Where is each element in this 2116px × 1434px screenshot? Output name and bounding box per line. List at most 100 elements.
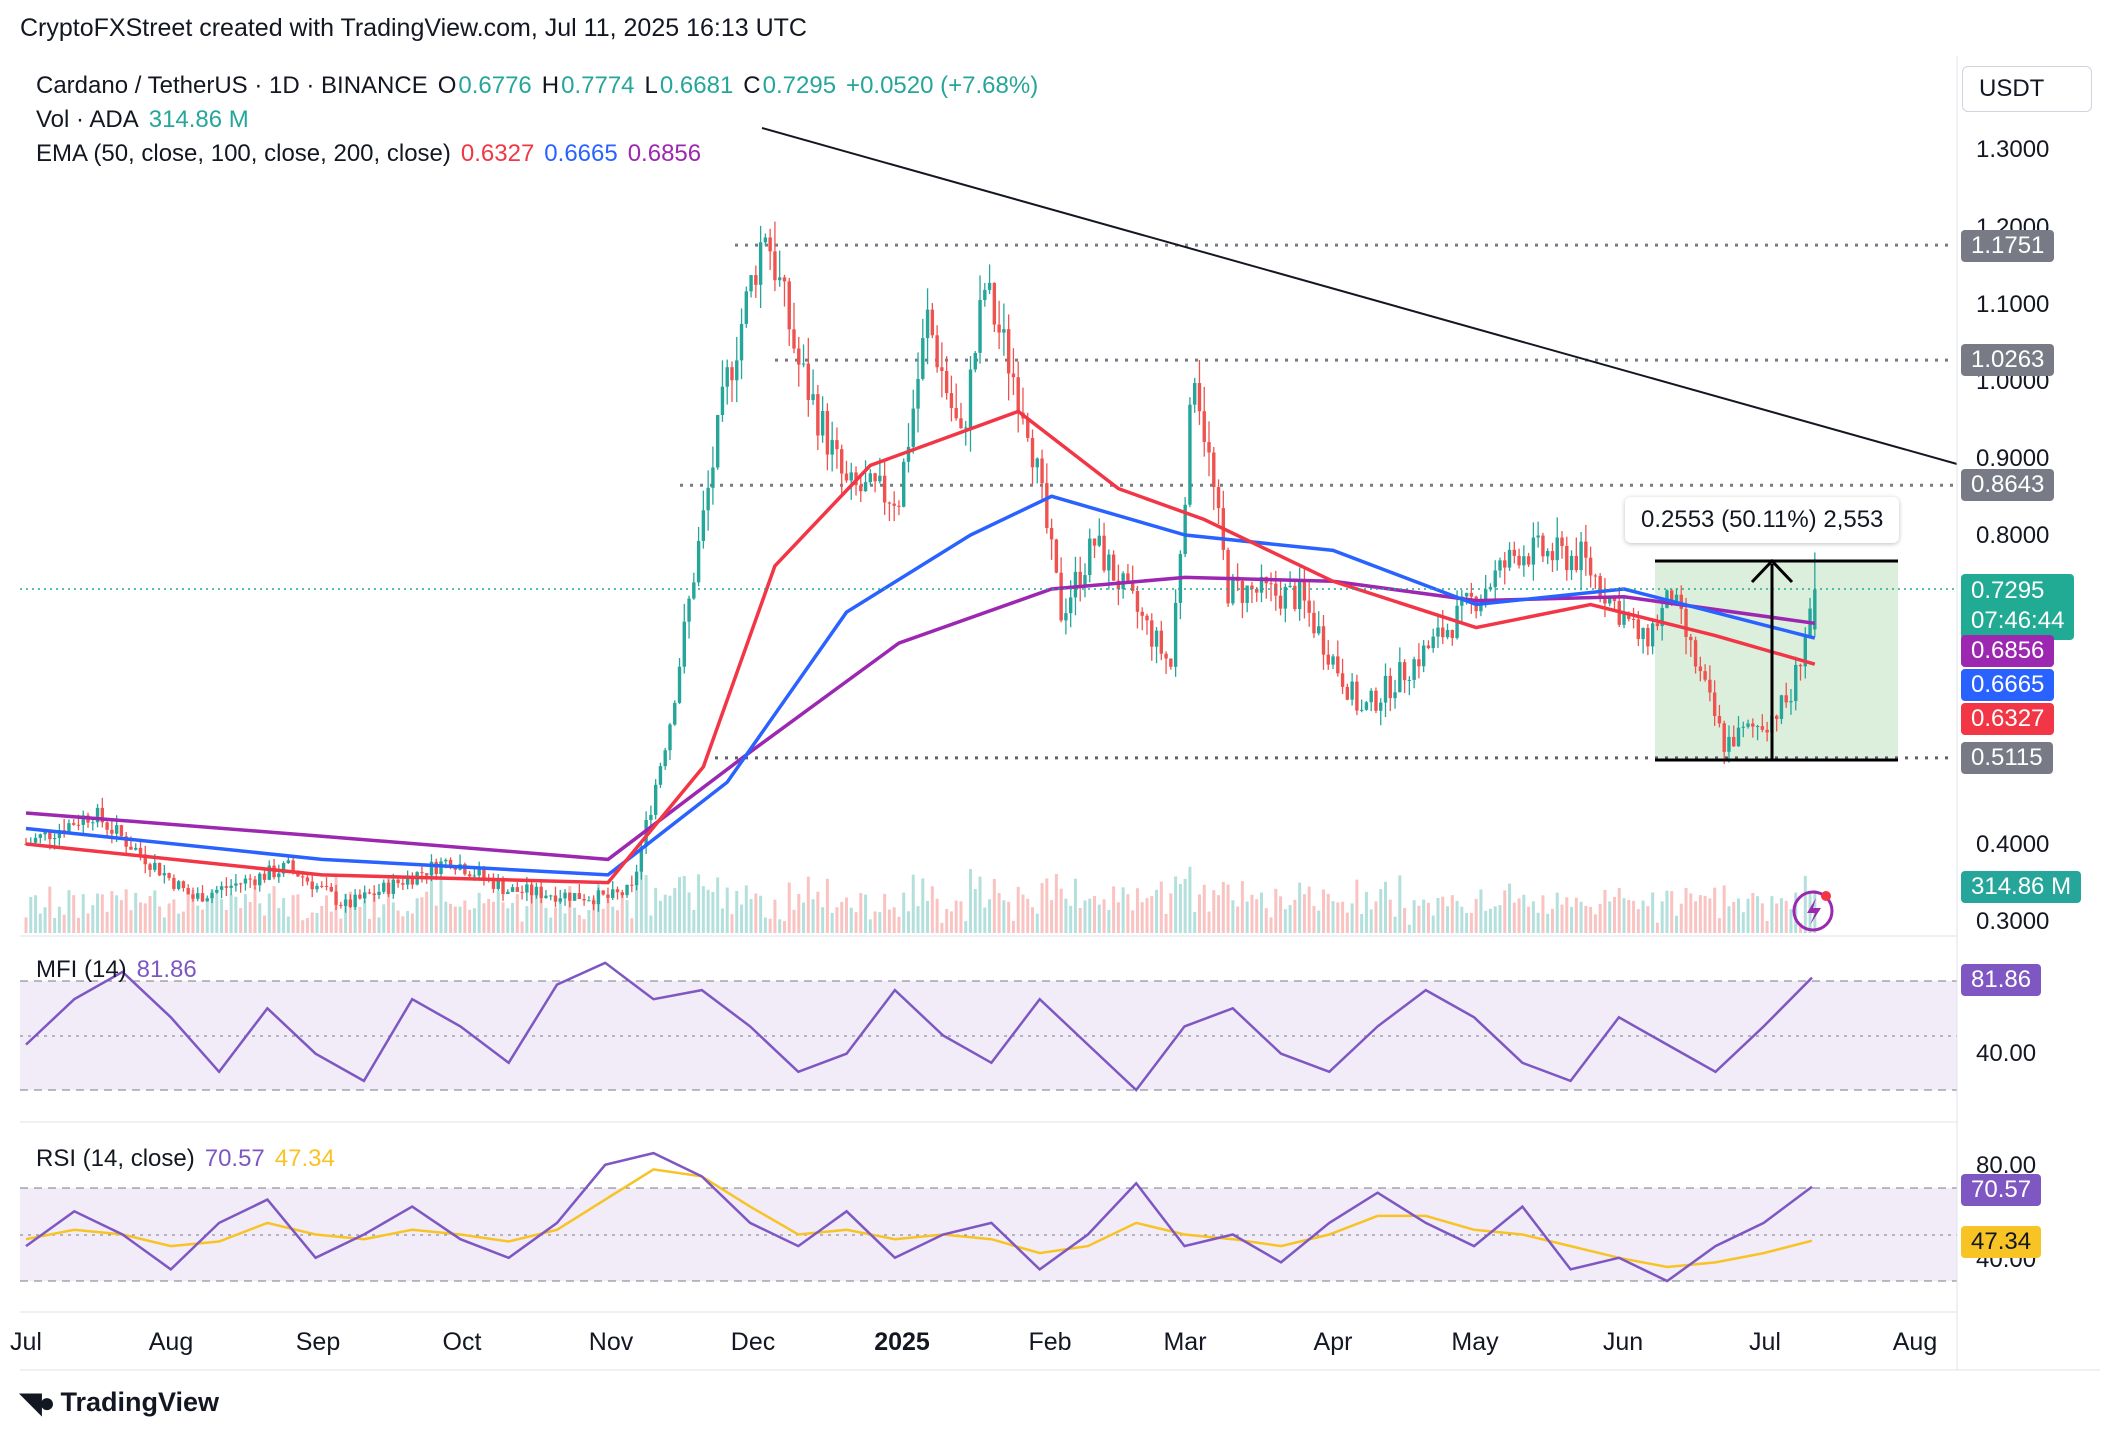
- volume-bar: [644, 875, 648, 933]
- candle-body: [859, 485, 863, 492]
- candle-body: [424, 873, 429, 876]
- volume-bar: [906, 911, 910, 933]
- candle-body: [1622, 613, 1626, 625]
- high-label: H: [541, 72, 560, 99]
- volume-bar: [1589, 906, 1593, 933]
- volume-bar: [1531, 901, 1535, 933]
- volume-bar: [1393, 916, 1397, 933]
- volume-legend[interactable]: Vol · ADA 314.86 M: [36, 106, 259, 134]
- volume-bar: [320, 905, 324, 933]
- candle-body: [820, 411, 825, 436]
- volume-bar: [1789, 909, 1793, 933]
- volume-bar: [310, 912, 314, 933]
- volume-bar: [263, 915, 267, 933]
- volume-bar: [563, 913, 567, 933]
- volume-bar: [940, 922, 944, 933]
- volume-bar: [258, 903, 262, 933]
- candle-body: [453, 867, 458, 870]
- candle-body: [792, 329, 796, 349]
- volume-bar: [1632, 900, 1636, 933]
- volume-bar: [1279, 896, 1283, 933]
- candle-body: [782, 277, 787, 282]
- candle-body: [286, 860, 291, 864]
- volume-bar: [491, 901, 495, 933]
- candle-body: [119, 825, 124, 837]
- candle-body: [439, 861, 443, 875]
- candle-body: [1283, 587, 1288, 609]
- price-pane[interactable]: [20, 56, 1957, 936]
- volume-bar: [697, 874, 701, 933]
- volume-bar: [844, 897, 848, 933]
- candle-body: [448, 859, 453, 868]
- volume-bar: [1665, 890, 1669, 933]
- candle-body: [634, 871, 639, 886]
- volume-bar: [1593, 914, 1597, 933]
- volume-bar: [162, 917, 166, 933]
- candle-body: [577, 893, 582, 899]
- volume-bar: [429, 878, 433, 933]
- volume-bar: [740, 904, 744, 933]
- candle-body: [243, 878, 248, 884]
- volume-bar: [129, 910, 133, 933]
- volume-bar: [1398, 875, 1402, 933]
- volume-bar: [868, 919, 872, 933]
- time-tick: Sep: [295, 1328, 341, 1356]
- volume-bar: [286, 916, 290, 933]
- volume-bar: [296, 894, 300, 933]
- volume-bar: [935, 898, 939, 933]
- volume-bar: [358, 907, 362, 933]
- currency-selector[interactable]: USDT: [1962, 66, 2092, 112]
- candle-body: [1369, 690, 1373, 703]
- volume-bar: [854, 912, 858, 933]
- volume-bar: [639, 869, 643, 933]
- candle-body: [715, 415, 720, 468]
- volume-bar: [525, 906, 529, 933]
- volume-bar: [243, 894, 247, 933]
- volume-bar: [1799, 922, 1803, 933]
- volume-bar: [1183, 878, 1187, 933]
- volume-bar: [501, 902, 505, 933]
- rsi-legend[interactable]: RSI (14, close) 70.57 47.34: [36, 1145, 345, 1173]
- volume-bar: [406, 910, 410, 933]
- alert-icon[interactable]: [1792, 890, 1834, 932]
- volume-bar: [105, 911, 109, 933]
- volume-bar: [1732, 901, 1736, 933]
- candle-body: [1383, 675, 1388, 703]
- volume-bar: [558, 898, 562, 933]
- measurement-label[interactable]: 0.2553 (50.11%) 2,553: [1625, 497, 1900, 543]
- candle-body: [1574, 555, 1579, 571]
- candle-body: [549, 895, 553, 897]
- candle-body: [882, 475, 887, 503]
- volume-bar: [549, 917, 553, 933]
- volume-bar: [43, 907, 47, 933]
- candle-body: [1741, 726, 1745, 728]
- main-legend[interactable]: Cardano / TetherUS · 1D · BINANCE O0.6776…: [36, 72, 1048, 100]
- candle-body: [339, 904, 343, 906]
- candle-body: [1374, 690, 1378, 711]
- volume-bar: [1045, 878, 1049, 933]
- volume-bar: [840, 901, 844, 933]
- symbol-title[interactable]: Cardano / TetherUS · 1D · BINANCE: [36, 72, 428, 99]
- candle-body: [973, 352, 977, 370]
- candle-body: [444, 859, 448, 862]
- ema-legend[interactable]: EMA (50, close, 100, close, 200, close) 0…: [36, 140, 711, 168]
- measure-arrow-head: [1750, 558, 1794, 584]
- candle-body: [1126, 573, 1130, 581]
- candle-body: [48, 831, 52, 840]
- resistance-tag-3: 0.8643: [1961, 469, 2055, 501]
- trendline[interactable]: [761, 127, 1958, 465]
- candle-body: [630, 884, 634, 886]
- volume-bar: [24, 917, 28, 933]
- candle-body: [372, 893, 376, 896]
- candle-body: [405, 876, 410, 885]
- volume-bar: [759, 895, 763, 933]
- candle-body: [692, 582, 696, 599]
- tradingview-logo[interactable]: ◥● TradingView: [20, 1386, 219, 1419]
- candle-body: [1340, 673, 1345, 687]
- volume-bar: [1054, 873, 1058, 933]
- volume-bar: [1608, 901, 1612, 933]
- volume-bar: [1584, 905, 1588, 933]
- mfi-legend[interactable]: MFI (14) 81.86: [36, 956, 207, 984]
- volume-bar: [1698, 895, 1702, 933]
